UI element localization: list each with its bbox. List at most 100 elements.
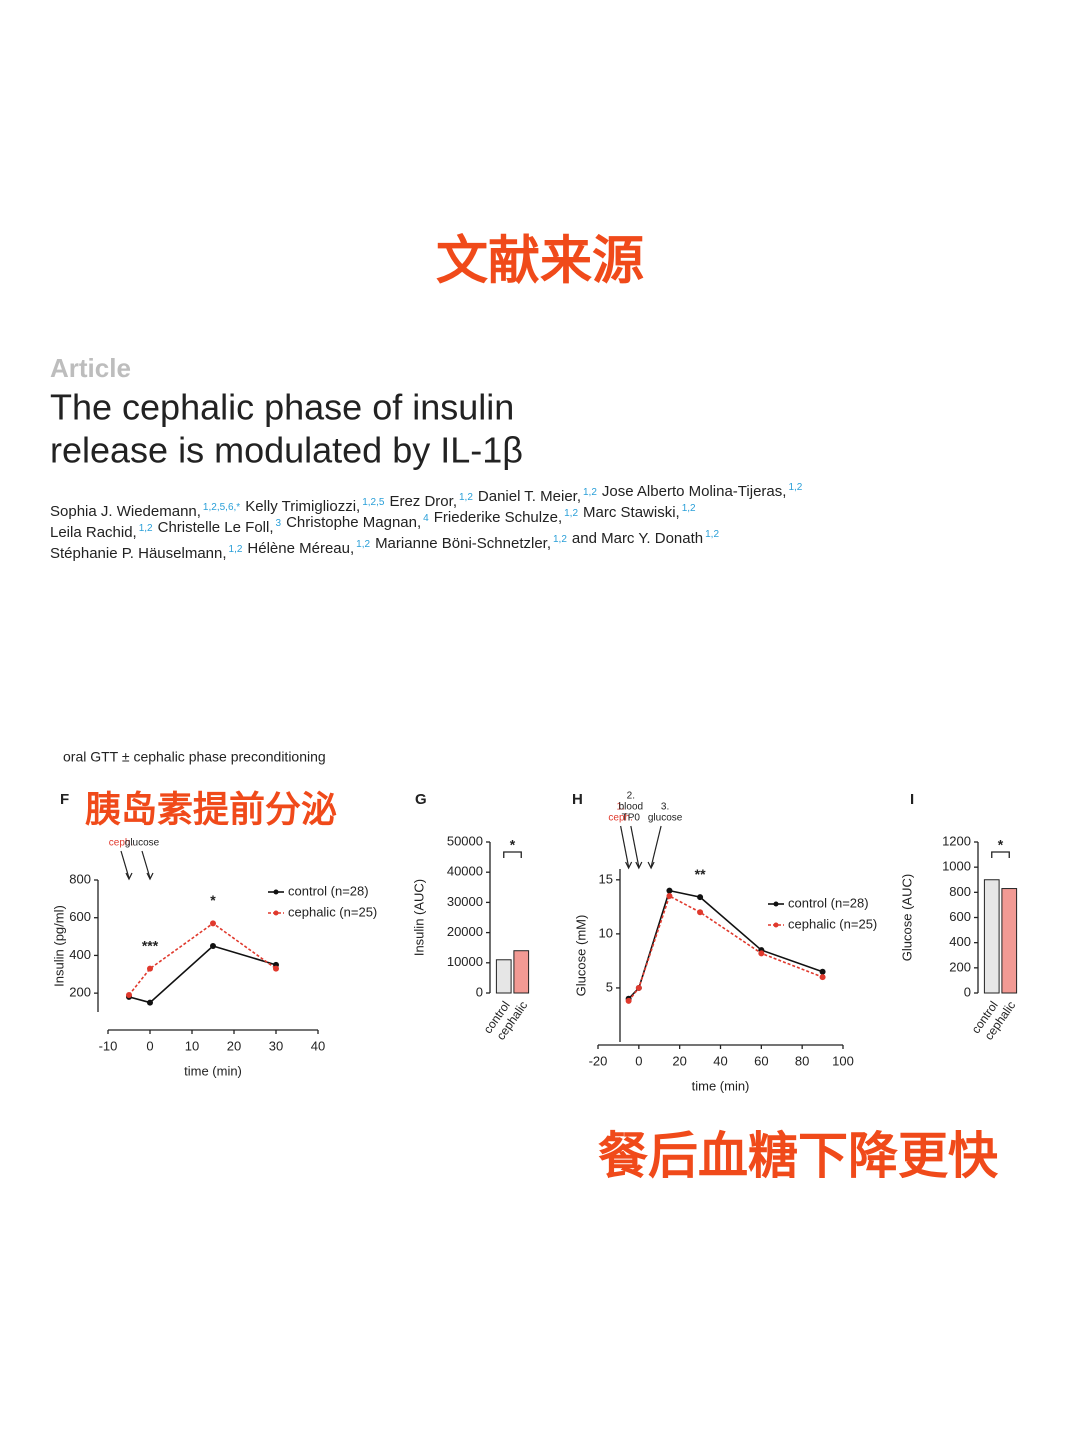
article-kind: Article — [50, 353, 131, 383]
y-axis-label: Insulin (AUC) — [411, 879, 426, 956]
x-tick-label: 0 — [635, 1053, 642, 1068]
x-tick-label: 20 — [227, 1038, 241, 1053]
series-line — [627, 894, 823, 1002]
legend-marker — [273, 910, 279, 916]
source-label: 文献来源 — [436, 233, 644, 291]
arrow-head — [647, 861, 655, 870]
x-tick-label: 30 — [269, 1038, 283, 1053]
author-name: Christophe Magnan, — [286, 514, 421, 531]
author-name: Christelle Le Foll, — [158, 519, 274, 536]
bar — [983, 879, 1000, 994]
legend-label: control (n=28) — [288, 883, 369, 898]
x-tick-label: -10 — [99, 1038, 118, 1053]
y-tick-label: 10000 — [447, 954, 483, 969]
data-point — [147, 999, 153, 1006]
author-affiliation: 4 — [423, 513, 429, 524]
data-point — [625, 997, 632, 1004]
arrow-head — [625, 861, 633, 870]
y-tick-label: 5 — [606, 979, 613, 994]
author-affiliation: 1,2 — [564, 508, 578, 519]
legend-label: cephalic (n=25) — [788, 916, 877, 931]
arrow-label: blood — [619, 802, 643, 813]
arrow — [120, 850, 130, 879]
x-tick-label: 10 — [185, 1038, 199, 1053]
arrow-label: TP0 — [622, 813, 641, 824]
x-axis-label: time (min) — [692, 1078, 750, 1093]
y-tick-label: 15 — [599, 871, 613, 886]
bar — [495, 959, 512, 994]
data-point — [666, 893, 673, 900]
x-tick-label: 100 — [832, 1053, 854, 1068]
bar — [1001, 888, 1018, 994]
data-point — [147, 965, 153, 972]
author-line: Leila Rachid, 1,2 Christelle Le Foll, 3 Chri… — [50, 503, 696, 541]
significance-bracket — [991, 851, 1010, 858]
significance: ** — [695, 866, 706, 882]
panel-letter: I — [910, 791, 914, 808]
data-point — [666, 887, 673, 894]
arrow-head — [635, 861, 643, 870]
author-name: Friederike Schulze, — [434, 509, 562, 526]
author-name: Leila Rachid, — [50, 524, 137, 541]
legend-marker — [273, 889, 279, 895]
legend-label: cephalic (n=25) — [288, 904, 377, 919]
insulin-note: 胰岛素提前分泌 — [85, 789, 337, 830]
data-point — [819, 974, 826, 981]
legend-label: control (n=28) — [788, 895, 869, 910]
author-name: Sophia J. Wiedemann, — [50, 503, 201, 520]
y-tick-label: 800 — [949, 884, 971, 899]
author-affiliation: 1,2 — [356, 539, 370, 550]
author-affiliation: 3 — [276, 518, 282, 529]
y-axis-label: Insulin (pg/ml) — [51, 905, 66, 987]
author-affiliation: 1,2 — [139, 523, 153, 534]
arrow-label: 3. — [661, 802, 669, 813]
y-tick-label: 1200 — [942, 833, 971, 848]
x-tick-label: 40 — [713, 1053, 727, 1068]
author-affiliation: 1,2 — [459, 492, 473, 503]
author-name: Hélène Méreau, — [247, 540, 354, 557]
author-name: Marc Stawiski, — [583, 504, 680, 521]
x-tick-label: 60 — [754, 1053, 768, 1068]
y-tick-label: 600 — [949, 909, 971, 924]
author-name: Erez Dror, — [389, 493, 457, 510]
significance: * — [210, 892, 216, 908]
arrow — [650, 825, 662, 868]
significance: * — [998, 837, 1004, 853]
author-affiliation: 1,2 — [788, 482, 802, 493]
panel-letter: F — [60, 791, 69, 808]
significance: *** — [142, 937, 159, 953]
arrow-label: 2. — [627, 791, 635, 802]
y-tick-label: 200 — [69, 985, 91, 1000]
data-point — [819, 968, 826, 975]
author-affiliation: 1,2 — [682, 503, 696, 514]
arrow-head — [146, 872, 154, 881]
bar — [513, 950, 530, 994]
author-name: Stéphanie P. Häuselmann, — [50, 545, 227, 562]
author-affiliation: 1,2 — [583, 487, 597, 498]
y-tick-label: 0 — [476, 984, 483, 999]
data-point — [697, 894, 704, 901]
title-line: The cephalic phase of insulin — [50, 387, 514, 428]
x-axis-label: time (min) — [184, 1063, 242, 1078]
arrow-label: 1. — [616, 802, 624, 813]
significance: * — [510, 837, 516, 853]
data-point — [273, 965, 279, 972]
y-tick-label: 400 — [69, 947, 91, 962]
y-tick-label: 20000 — [447, 924, 483, 939]
arrow-label: ceph. — [608, 813, 632, 824]
author-affiliation: 1,2,5,6,* — [203, 502, 240, 513]
author-affiliation: 1,2 — [553, 534, 567, 545]
author-affiliation: 1,2 — [229, 544, 243, 555]
author-name: Kelly Trimigliozzi, — [245, 498, 360, 515]
arrow-label: glucose — [648, 813, 683, 824]
author-line: Sophia J. Wiedemann, 1,2,5,6,* Kelly Trimi… — [50, 482, 803, 520]
y-tick-label: 600 — [69, 909, 91, 924]
y-tick-label: 1000 — [942, 859, 971, 874]
author-affiliation: 1,2,5 — [362, 497, 385, 508]
series-line — [128, 945, 277, 1004]
author-affiliation: 1,2 — [705, 529, 719, 540]
data-point — [697, 909, 704, 916]
